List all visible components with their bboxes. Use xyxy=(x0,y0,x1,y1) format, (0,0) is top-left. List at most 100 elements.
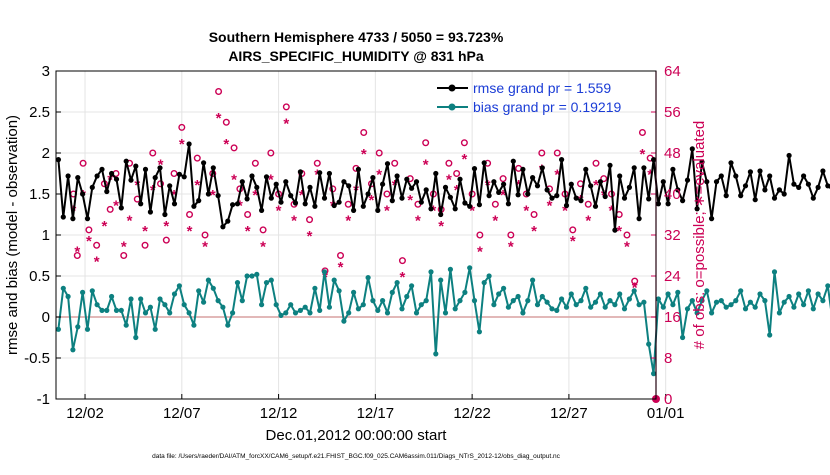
rmse-point xyxy=(196,198,202,204)
obs-possible-marker xyxy=(507,231,515,239)
obs-evaluated-marker: * xyxy=(624,238,630,255)
bias-point xyxy=(733,298,739,304)
obs-possible-marker xyxy=(337,251,345,259)
rmse-point xyxy=(162,211,168,218)
rmse-point xyxy=(278,199,284,205)
rmse-point xyxy=(230,202,236,208)
rmse-point xyxy=(288,193,294,199)
obs-evaluated-marker: * xyxy=(384,202,390,219)
rmse-point xyxy=(360,203,366,209)
rmse-point xyxy=(515,192,521,198)
y-right-tick-label: 32 xyxy=(664,227,681,244)
y-left-tick-label: 1.5 xyxy=(29,186,50,203)
rmse-point xyxy=(152,175,158,181)
obs-possible-marker xyxy=(215,87,223,95)
obs-evaluated-marker: * xyxy=(585,213,591,230)
rmse-point xyxy=(384,161,391,167)
bias-point xyxy=(384,310,391,316)
rmse-point xyxy=(738,193,744,199)
rmse-point xyxy=(471,166,478,172)
rmse-point xyxy=(113,176,120,182)
bias-point xyxy=(147,304,153,310)
bias-point xyxy=(292,310,299,316)
obs-possible-marker xyxy=(313,159,321,167)
obs-possible-marker xyxy=(178,123,186,131)
rmse-point xyxy=(118,205,124,211)
bias-point xyxy=(438,277,444,283)
rmse-point xyxy=(409,185,415,191)
rmse-point xyxy=(399,195,405,201)
rmse-point xyxy=(592,203,599,209)
obs-evaluated-marker: * xyxy=(86,233,92,250)
bias-point xyxy=(617,291,623,297)
obs-possible-marker xyxy=(193,154,201,162)
rmse-point xyxy=(655,201,662,207)
rmse-point xyxy=(259,207,265,213)
bias-point xyxy=(559,296,565,302)
bias-point xyxy=(428,269,434,275)
obs-evaluated-marker: * xyxy=(369,192,375,209)
bias-point xyxy=(355,306,361,312)
obs-possible-marker xyxy=(201,231,209,239)
obs-evaluated-marker: * xyxy=(158,156,164,173)
obs-possible-marker xyxy=(623,231,631,239)
obs-evaluated-marker: * xyxy=(407,192,413,209)
obs-possible-marker xyxy=(344,200,352,208)
bias-point xyxy=(467,265,473,271)
obs-evaluated-marker: * xyxy=(127,213,133,230)
bias-point xyxy=(491,302,497,308)
legend-rmse-marker xyxy=(448,84,456,92)
obs-possible-marker xyxy=(267,149,275,157)
rmse-point xyxy=(467,203,473,209)
observation-count-layer: ****************************************… xyxy=(69,87,660,403)
bias-point xyxy=(694,310,700,316)
obs-evaluated-marker: * xyxy=(593,177,599,194)
rmse-point xyxy=(767,173,773,179)
obs-evaluated-marker: * xyxy=(237,197,243,214)
rmse-point xyxy=(215,193,221,199)
rmse-point xyxy=(60,214,66,220)
bias-point xyxy=(791,304,797,310)
bias-point xyxy=(118,307,124,313)
obs-evaluated-marker: * xyxy=(121,238,127,255)
bias-point xyxy=(597,291,604,297)
rmse-point xyxy=(365,191,371,197)
obs-evaluated-marker: * xyxy=(74,243,80,260)
x-tick-label: 12/02 xyxy=(66,405,104,422)
bias-point xyxy=(757,291,763,297)
bias-point xyxy=(239,298,245,304)
bias-point xyxy=(752,304,758,310)
rmse-point xyxy=(530,175,536,181)
bias-point xyxy=(142,310,149,316)
rmse-point xyxy=(636,216,642,222)
rmse-point xyxy=(423,187,429,193)
rmse-point xyxy=(597,179,604,185)
legend-rmse-label: rmse grand pr = 1.559 xyxy=(473,80,611,96)
rmse-point xyxy=(176,171,182,177)
rmse-point xyxy=(336,199,342,205)
rmse-point xyxy=(680,198,686,204)
obs-evaluated-marker: * xyxy=(523,202,529,219)
obs-possible-marker xyxy=(600,175,608,183)
rmse-point xyxy=(133,163,139,169)
bias-point xyxy=(418,302,424,308)
bias-point xyxy=(699,298,705,304)
y-right-tick-label: 0 xyxy=(664,391,672,408)
series-layer xyxy=(55,141,830,377)
y-left-tick-label: -1 xyxy=(37,391,50,408)
bias-point xyxy=(486,273,492,279)
obs-evaluated-marker: * xyxy=(430,202,436,219)
rmse-point xyxy=(370,175,376,181)
bias-point xyxy=(554,307,560,313)
bias-point xyxy=(152,326,158,332)
obs-possible-marker xyxy=(79,159,87,167)
rmse-point xyxy=(225,218,231,224)
obs-evaluated-marker: * xyxy=(171,187,177,204)
rmse-point xyxy=(694,206,700,212)
rmse-point xyxy=(781,191,787,197)
rmse-point xyxy=(254,184,260,190)
bias-point xyxy=(167,310,173,316)
bias-point xyxy=(254,271,260,277)
rmse-point xyxy=(815,184,821,190)
obs-possible-marker xyxy=(631,277,639,285)
